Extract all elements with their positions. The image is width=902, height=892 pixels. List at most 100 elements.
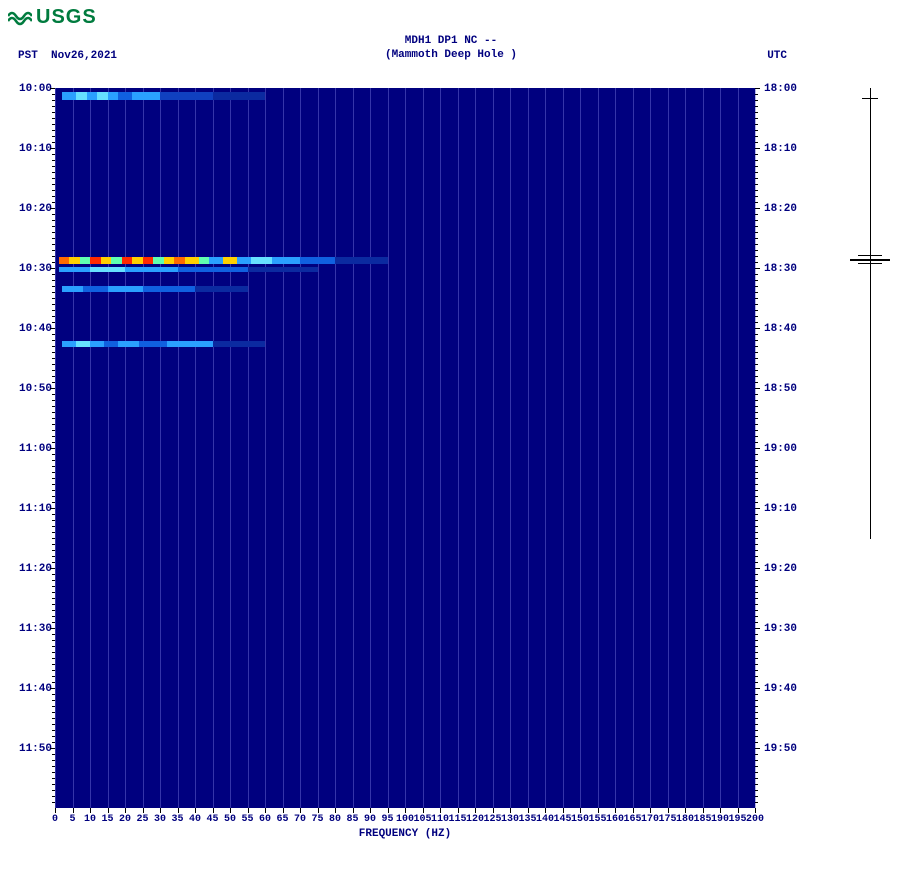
tick-minor (52, 316, 55, 317)
spectral-segment (223, 257, 237, 264)
scale-event-marker (850, 259, 890, 261)
spectral-segment (90, 267, 125, 273)
gridline (230, 88, 231, 808)
tick-minor (755, 292, 758, 293)
tick-minor (52, 604, 55, 605)
spectral-segment (104, 341, 118, 347)
tick-minor (755, 238, 758, 239)
x-tick-mark (580, 808, 581, 813)
tick-minor (52, 634, 55, 635)
x-tick-mark (685, 808, 686, 813)
x-tick-label: 115 (448, 814, 466, 825)
x-tick-label: 190 (711, 814, 729, 825)
x-tick-mark (73, 808, 74, 813)
tick-minor (755, 562, 758, 563)
tick-minor (52, 286, 55, 287)
tick-minor (52, 580, 55, 581)
tick-minor (755, 370, 758, 371)
y-tick-left: 10:30 (6, 263, 52, 275)
x-tick-mark (703, 808, 704, 813)
x-tick-label: 130 (501, 814, 519, 825)
x-tick-mark (545, 808, 546, 813)
gridline (143, 88, 144, 808)
tick-minor (755, 250, 758, 251)
x-tick-mark (510, 808, 511, 813)
tick-minor (755, 592, 758, 593)
tick-minor (52, 682, 55, 683)
tick-minor (755, 586, 758, 587)
x-tick-mark (563, 808, 564, 813)
tick-minor (52, 226, 55, 227)
gridline (178, 88, 179, 808)
tick-minor (52, 322, 55, 323)
tick-minor (52, 100, 55, 101)
tick-minor (755, 214, 758, 215)
tick-minor (755, 802, 758, 803)
y-tick-left: 10:50 (6, 383, 52, 395)
x-axis-label: FREQUENCY (HZ) (0, 828, 810, 840)
tick-minor (52, 130, 55, 131)
tick-minor (755, 364, 758, 365)
tick-minor (52, 184, 55, 185)
y-tick-right: 19:00 (764, 443, 797, 455)
tick-minor (755, 532, 758, 533)
tick-minor (755, 316, 758, 317)
tick-mark (755, 688, 760, 689)
x-tick-label: 50 (224, 814, 236, 825)
tick-minor (52, 334, 55, 335)
tick-minor (52, 466, 55, 467)
gridline (528, 88, 529, 808)
tick-mark (50, 748, 55, 749)
x-tick-label: 140 (536, 814, 554, 825)
usgs-logo: USGS (8, 6, 97, 29)
spectral-segment (143, 286, 196, 292)
tick-minor (52, 418, 55, 419)
x-tick-mark (755, 808, 756, 813)
x-tick-label: 120 (466, 814, 484, 825)
tick-minor (52, 718, 55, 719)
tick-mark (755, 268, 760, 269)
tick-minor (755, 262, 758, 263)
x-tick-label: 105 (413, 814, 431, 825)
tick-minor (52, 238, 55, 239)
tick-minor (755, 202, 758, 203)
tick-minor (755, 676, 758, 677)
spectrogram-plot (55, 88, 755, 808)
tick-minor (52, 94, 55, 95)
gridline (545, 88, 546, 808)
tick-minor (755, 658, 758, 659)
tick-mark (50, 688, 55, 689)
x-tick-label: 195 (728, 814, 746, 825)
tick-minor (52, 652, 55, 653)
utc-label: UTC (767, 50, 787, 62)
gridline (668, 88, 669, 808)
tick-minor (755, 412, 758, 413)
tick-minor (755, 712, 758, 713)
scale-tick (858, 255, 882, 256)
tick-minor (755, 178, 758, 179)
gridline (598, 88, 599, 808)
tick-minor (755, 334, 758, 335)
tick-minor (755, 478, 758, 479)
tick-mark (50, 148, 55, 149)
x-tick-mark (108, 808, 109, 813)
tick-minor (52, 142, 55, 143)
spectral-segment (195, 286, 248, 292)
x-tick-mark (283, 808, 284, 813)
tick-minor (755, 598, 758, 599)
spectral-segment (167, 341, 213, 347)
tick-minor (755, 700, 758, 701)
tick-minor (52, 670, 55, 671)
x-tick-label: 110 (431, 814, 449, 825)
spectral-segment (76, 92, 87, 99)
wave-icon (8, 9, 32, 27)
gridline (563, 88, 564, 808)
x-tick-mark (370, 808, 371, 813)
tick-minor (52, 598, 55, 599)
gridline (213, 88, 214, 808)
tick-minor (755, 346, 758, 347)
tick-minor (52, 442, 55, 443)
tick-minor (755, 94, 758, 95)
x-tick-mark (598, 808, 599, 813)
tick-minor (755, 352, 758, 353)
